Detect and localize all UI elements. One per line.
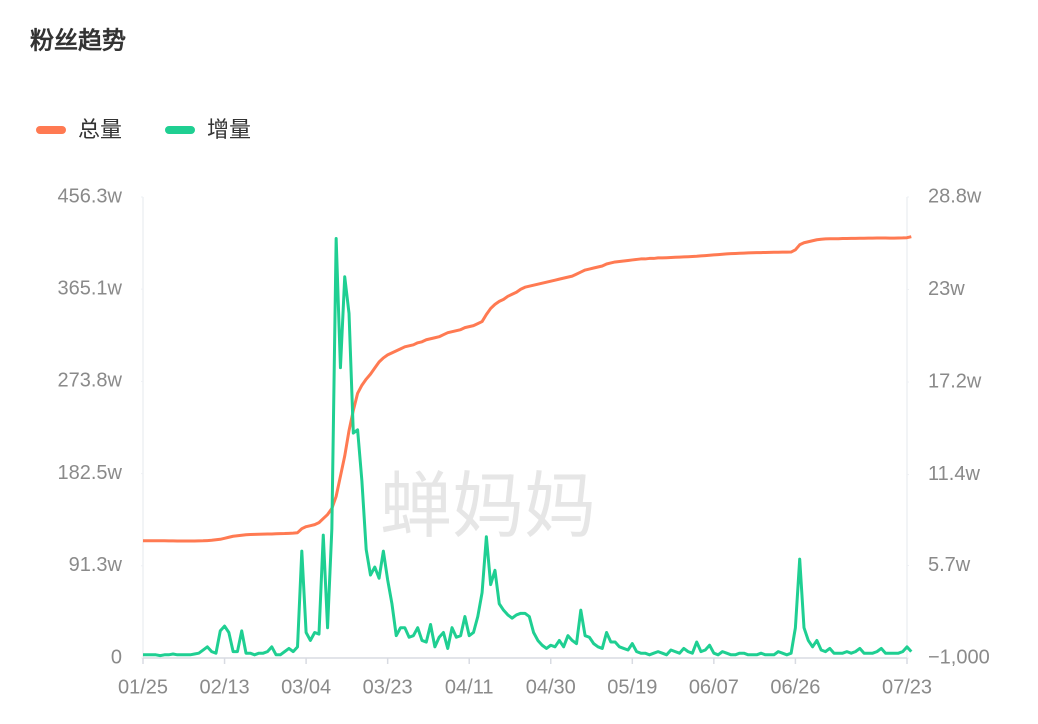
legend-label: 增量 — [207, 117, 251, 142]
x-tick-label: 05/19 — [607, 676, 657, 698]
legend-swatch — [165, 126, 195, 134]
y2-tick-label: 23w — [928, 278, 965, 300]
x-tick-label: 06/26 — [770, 676, 820, 698]
y-tick-label: 0 — [111, 646, 122, 668]
y-tick-label: 365.1w — [58, 277, 123, 299]
y2-tick-label: 17.2w — [928, 370, 982, 392]
y-tick-label: 456.3w — [58, 185, 123, 207]
y2-tick-label: 28.8w — [928, 185, 982, 207]
chart-title: 粉丝趋势 — [30, 26, 126, 54]
legend-swatch — [36, 126, 66, 134]
series-line — [143, 235, 912, 543]
x-tick-label: 06/07 — [689, 676, 739, 698]
x-tick-label: 01/25 — [118, 676, 168, 698]
x-tick-label: 03/23 — [363, 676, 413, 698]
y2-tick-label: 5.7w — [928, 554, 971, 576]
y-tick-label: 182.5w — [58, 462, 123, 484]
x-tick-label: 07/23 — [882, 676, 932, 698]
series-line — [143, 236, 913, 658]
y2-tick-label: −1,000 — [928, 646, 990, 668]
watermark: 蝉妈妈 — [380, 467, 596, 547]
y-tick-label: 91.3w — [69, 554, 123, 576]
x-tick-label: 04/11 — [445, 676, 494, 698]
y-tick-label: 273.8w — [58, 370, 123, 392]
legend-label: 总量 — [78, 117, 122, 142]
x-tick-label: 04/30 — [526, 676, 576, 698]
x-tick-label: 02/13 — [200, 676, 250, 698]
x-tick-label: 03/04 — [281, 676, 331, 698]
y2-tick-label: 11.4w — [928, 463, 980, 485]
